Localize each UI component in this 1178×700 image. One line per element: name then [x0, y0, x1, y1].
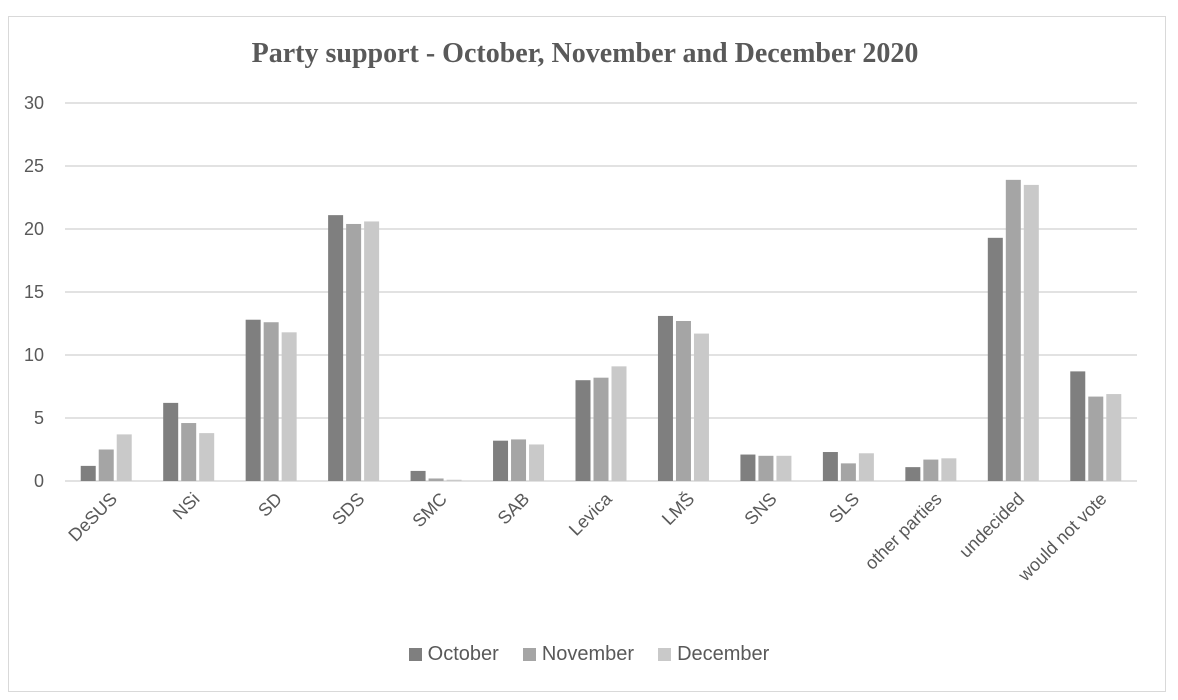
- y-tick-label: 25: [24, 156, 44, 176]
- bar-october-sd: [245, 319, 261, 481]
- bar-november-lmš: [675, 320, 691, 481]
- bar-november-sns: [758, 455, 774, 481]
- bar-october-sns: [740, 454, 756, 481]
- bar-november-sab: [511, 439, 527, 481]
- bar-december-sab: [529, 444, 545, 481]
- bar-december-lmš: [693, 333, 709, 481]
- y-axis-ticks: 0 5 10 15 20 25 30: [24, 93, 44, 491]
- bar-november-levica: [593, 377, 609, 481]
- bar-october-lmš: [657, 315, 673, 481]
- y-tick-label: 15: [24, 282, 44, 302]
- bar-november-nsi: [181, 423, 197, 481]
- bar-december-other-parties: [941, 458, 957, 481]
- bar-october-other-parties: [905, 467, 921, 481]
- bar-december-nsi: [199, 433, 215, 481]
- bar-december-desus: [116, 434, 132, 481]
- bar-october-sds: [328, 215, 344, 481]
- legend-item-december: December: [658, 643, 769, 666]
- legend-label-october: October: [427, 643, 499, 665]
- bar-october-desus: [80, 465, 96, 481]
- bar-october-would-not-vote: [1070, 371, 1086, 481]
- y-tick-label: 5: [34, 408, 44, 428]
- x-axis-ticks: DeSUS NSi SD SDS SMC SAB Levica LMŠ SNS SLSother …: [64, 488, 1110, 586]
- bar-november-desus: [98, 449, 114, 481]
- y-tick-label: 20: [24, 219, 44, 239]
- bar-december-would-not-vote: [1106, 394, 1122, 481]
- legend-swatch-november: [522, 648, 536, 661]
- bar-october-smc: [410, 470, 426, 481]
- bar-october-undecided: [987, 237, 1003, 481]
- chart-frame: [8, 16, 1166, 692]
- x-tick-label: would not vote: [1014, 489, 1111, 586]
- bar-december-levica: [611, 366, 627, 481]
- bar-november-sds: [346, 223, 362, 481]
- x-tick-label: SNS: [740, 489, 780, 529]
- x-tick-label: SDS: [328, 489, 368, 529]
- chart-title: Party support - October, November and De…: [251, 38, 919, 69]
- x-tick-label: LMŠ: [657, 488, 698, 529]
- bar-october-sab: [493, 440, 509, 481]
- y-tick-label: 0: [34, 471, 44, 491]
- bar-november-smc: [428, 478, 444, 481]
- bar-november-undecided: [1005, 179, 1021, 482]
- x-tick-label: SMC: [408, 489, 450, 531]
- bars: [80, 179, 1122, 482]
- legend-label-november: November: [541, 643, 635, 665]
- legend: October November December: [0, 643, 1178, 666]
- y-tick-label: 30: [24, 93, 44, 113]
- x-tick-label: SAB: [494, 489, 534, 529]
- bar-october-levica: [575, 380, 591, 481]
- bar-december-sls: [858, 453, 874, 481]
- bar-october-sls: [822, 452, 838, 481]
- x-tick-label: other parties: [861, 489, 946, 574]
- bar-december-smc: [446, 479, 462, 481]
- bar-december-sds: [364, 221, 380, 481]
- x-tick-label: Levica: [565, 488, 617, 540]
- x-tick-label: NSi: [169, 489, 204, 524]
- legend-item-october: October: [408, 643, 499, 666]
- legend-label-december: December: [677, 643, 770, 665]
- bar-december-sd: [281, 332, 297, 481]
- gridlines: [65, 102, 1137, 482]
- x-tick-label: undecided: [955, 489, 1028, 562]
- legend-item-november: November: [522, 643, 635, 666]
- bar-november-would-not-vote: [1088, 396, 1104, 481]
- y-tick-label: 10: [24, 345, 44, 365]
- x-tick-label: DeSUS: [64, 489, 121, 546]
- bar-october-nsi: [163, 402, 179, 481]
- bar-december-sns: [776, 455, 792, 481]
- legend-swatch-december: [658, 648, 672, 661]
- x-tick-label: SLS: [825, 489, 863, 527]
- bar-november-sls: [840, 463, 856, 481]
- legend-swatch-october: [408, 648, 422, 661]
- x-tick-label: SD: [254, 489, 286, 521]
- bar-november-sd: [263, 322, 279, 481]
- bar-november-other-parties: [923, 459, 939, 481]
- bar-december-undecided: [1023, 184, 1039, 481]
